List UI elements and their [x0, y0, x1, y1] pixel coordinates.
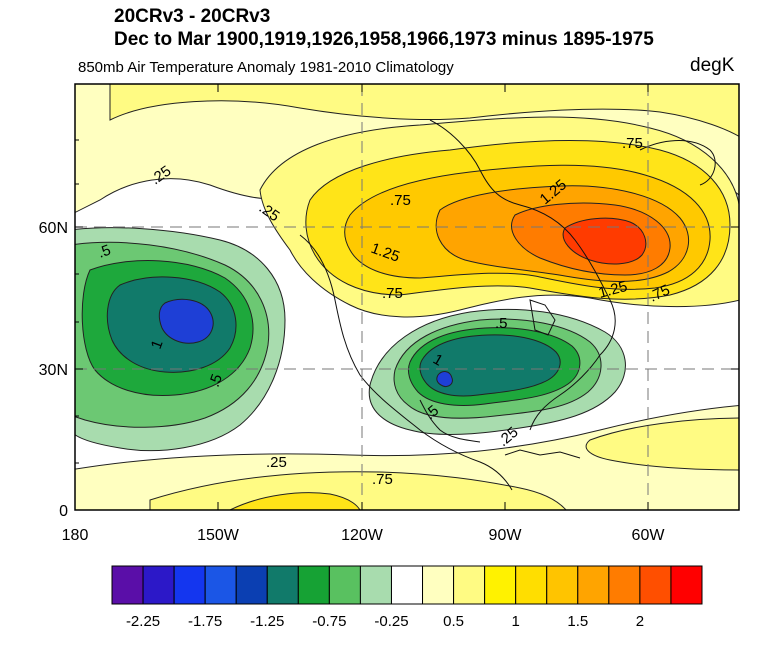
lon-tick-label: 90W	[489, 527, 523, 544]
anomaly-region-north-light	[109, 84, 739, 137]
contour-label: .5	[96, 242, 114, 262]
colorbar-swatch	[670, 565, 703, 605]
colorbar-swatch	[390, 565, 424, 605]
colorbar-swatch	[266, 565, 299, 605]
colorbar-label: 1.5	[567, 613, 588, 630]
colorbar-swatch	[639, 565, 672, 605]
graticule	[75, 84, 739, 510]
latitude-labels: 60N 30N 0	[39, 220, 68, 520]
contour-label: .5	[206, 372, 226, 390]
lon-tick-label: 60W	[632, 527, 666, 544]
contour-label: .25	[266, 454, 287, 471]
contour-label: .5	[495, 315, 508, 332]
colorbar-swatch	[204, 565, 237, 605]
colorbar-swatch	[111, 565, 144, 605]
colorbar-swatch	[577, 565, 610, 605]
colorbar-label: -1.75	[188, 613, 222, 630]
contour-label: .75	[390, 192, 411, 209]
colorbar-swatch	[546, 565, 579, 605]
colorbar	[111, 565, 703, 605]
colorbar-swatch	[359, 565, 392, 605]
colorbar-label: -1.25	[250, 613, 284, 630]
contour-label: .75	[372, 471, 393, 488]
anomaly-region-atlantic-tropics	[585, 417, 739, 471]
coastlines	[299, 119, 716, 491]
colorbar-labels: -2.25 -1.75 -1.25 -0.75 -0.25 0.5 1 1.5 2	[126, 613, 644, 630]
contour-label: .75	[382, 285, 403, 302]
anomaly-region-pacific-strong	[158, 298, 214, 344]
colorbar-label: -0.75	[312, 613, 346, 630]
axis-ticks	[75, 84, 739, 510]
anomaly-region-gulf-dark	[419, 334, 561, 397]
colorbar-swatch	[484, 565, 517, 605]
contour-label: 1.25	[597, 278, 630, 302]
colorbar-swatch	[422, 565, 455, 605]
colorbar-swatch	[142, 565, 175, 605]
left-subtitle: 850mb Air Temperature Anomaly 1981-2010 …	[78, 59, 454, 76]
colorbar-swatch	[328, 565, 361, 605]
title-line-1: 20CRv3 - 20CRv3	[114, 6, 271, 27]
lon-tick-label: 150W	[197, 527, 240, 544]
colorbar-swatch	[173, 565, 206, 605]
map-frame	[74, 83, 740, 511]
colorbar-label: -2.25	[126, 613, 160, 630]
colorbar-label: 0.5	[443, 613, 464, 630]
colorbar-swatch	[608, 565, 641, 605]
colorbar-swatch	[297, 565, 330, 605]
lon-tick-label: 180	[62, 527, 89, 544]
colorbar-swatch	[515, 565, 548, 605]
colorbar-label: 2	[636, 613, 644, 630]
longitude-labels: 180 150W 120W 90W 60W	[62, 527, 666, 544]
anomaly-region-gulf-strong	[436, 371, 453, 387]
colorbar-swatch	[235, 565, 268, 605]
units-label: degK	[690, 55, 735, 76]
map-area: .25 .25 .75 1.25 1.25 .75 .75 1.25 .75 .…	[75, 84, 739, 510]
anomaly-region-tropics-yellow	[229, 492, 361, 510]
lat-tick-label: 60N	[39, 220, 68, 237]
lon-tick-label: 120W	[341, 527, 384, 544]
lat-tick-label: 0	[59, 503, 68, 520]
contour-label: .75	[622, 135, 643, 152]
colorbar-label: 1	[512, 613, 520, 630]
title-line-2: Dec to Mar 1900,1919,1926,1958,1966,1973…	[114, 29, 654, 50]
lat-tick-label: 30N	[39, 362, 68, 379]
colorbar-label: -0.25	[374, 613, 408, 630]
colorbar-swatch	[453, 565, 486, 605]
